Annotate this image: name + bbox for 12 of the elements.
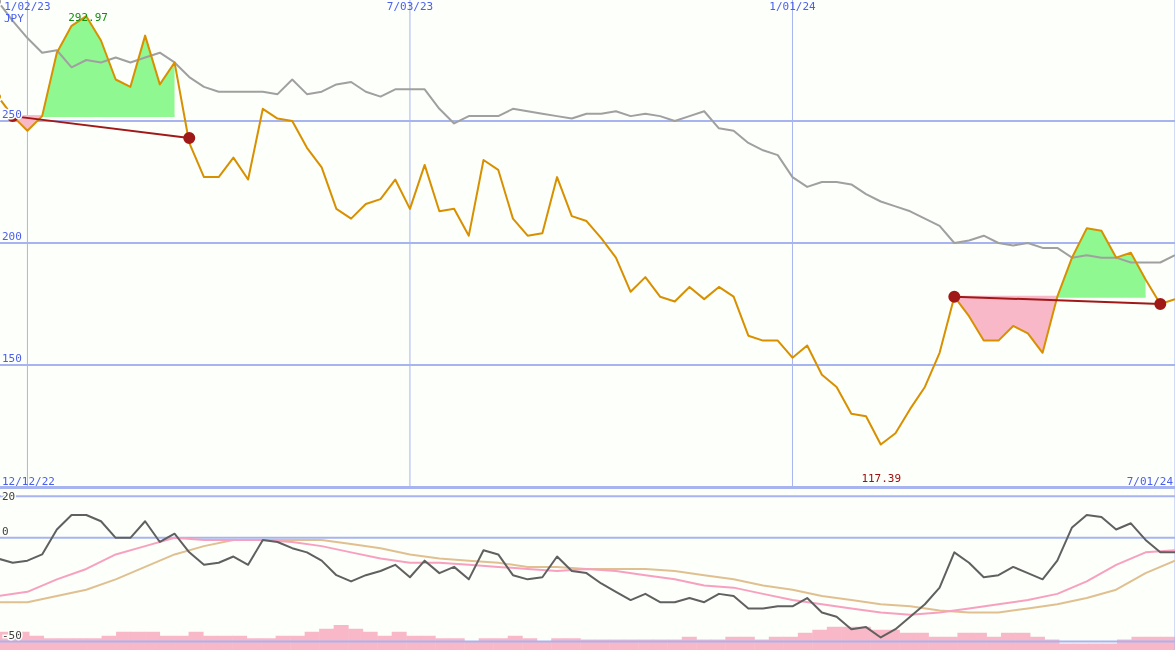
x-tick-label: 1/01/24 [769,0,817,13]
y-tick-label: 150 [2,352,22,365]
y-tick-label: 200 [2,230,22,243]
y-tick-label: 20 [2,490,16,504]
annotation: 117.39 [861,472,902,485]
y-axis-title: JPY [4,12,24,25]
annotation: 12/12/22 [2,475,55,488]
annotation: 7/01/24 [1126,475,1173,488]
y-tick-label: 0 [2,524,9,538]
x-tick-label: 1/02/23 [4,0,51,13]
y-tick-label: -50 [2,628,22,642]
x-tick-label: 7/03/23 [386,0,434,13]
